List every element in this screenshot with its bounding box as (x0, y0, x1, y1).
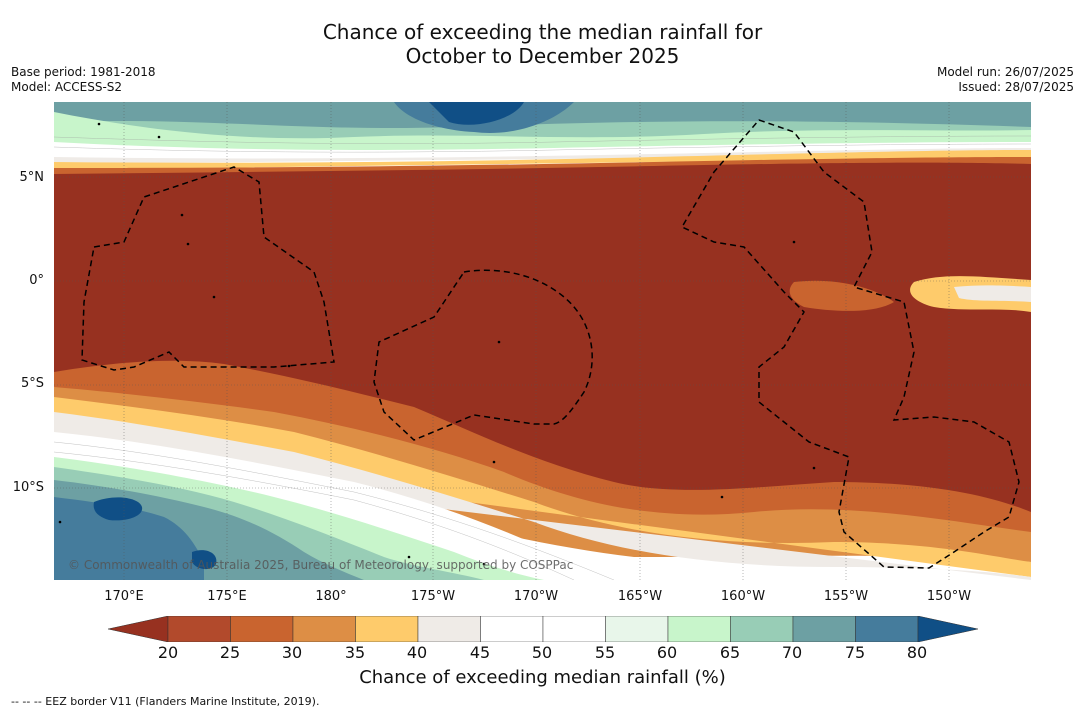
colorbar-cell (542, 616, 606, 642)
colorbar-cell (417, 616, 481, 642)
title-line-1: Chance of exceeding the median rainfall … (322, 20, 763, 44)
colorbar-cell (855, 616, 919, 642)
blob-south-navy-2 (192, 550, 217, 570)
cbar-tick: 30 (281, 643, 303, 662)
cbar-tick: 80 (906, 643, 928, 662)
lon-label-170e: 170°E (104, 589, 144, 604)
copyright-notice: © Commonwealth of Australia 2025, Bureau… (68, 558, 574, 572)
cbar-tick: 75 (844, 643, 866, 662)
issued-date: Issued: 28/07/2025 (958, 80, 1074, 94)
title-line-2: October to December 2025 (405, 44, 680, 68)
cbar-tick: 55 (594, 643, 616, 662)
cbar-tick: 45 (469, 643, 491, 662)
meta-right: Model run: 26/07/2025 Issued: 28/07/2025 (937, 65, 1074, 95)
lon-label-160w: 160°W (720, 589, 766, 604)
rainfall-map-svg (54, 102, 1031, 580)
cbar-tick: 25 (219, 643, 241, 662)
map-title: Chance of exceeding the median rainfall … (0, 20, 1085, 68)
colorbar-cell (730, 616, 794, 642)
lon-label-175e: 175°E (207, 589, 247, 604)
band-south-grey (54, 412, 1031, 580)
cbar-tick: 35 (344, 643, 366, 662)
band-south-light-orange (54, 387, 1031, 562)
base-period: Base period: 1981-2018 (11, 65, 156, 79)
lon-label-180: 180° (315, 589, 347, 604)
gridlines (54, 102, 1031, 580)
band-south-orange (54, 360, 1031, 542)
colorbar-extend-high (917, 616, 978, 642)
eez-borders (81, 119, 1020, 569)
colorbar-cells (108, 616, 978, 642)
cbar-tick: 65 (719, 643, 741, 662)
colorbar-cell (667, 616, 731, 642)
blob-east-grey (954, 285, 1031, 302)
lat-label-0: 0° (29, 273, 44, 288)
lon-label-165w: 165°W (617, 589, 663, 604)
lon-label-150w: 150°W (926, 589, 972, 604)
cbar-tick: 70 (781, 643, 803, 662)
colorbar (108, 616, 978, 642)
eez-footnote: -- -- -- EEZ border V11 (Flanders Marine… (11, 695, 320, 708)
cbar-tick: 50 (531, 643, 553, 662)
meta-left: Base period: 1981-2018 Model: ACCESS-S2 (11, 65, 156, 95)
rainfall-map (54, 102, 1031, 580)
colorbar-cell (480, 616, 544, 642)
band-south-yellow (54, 397, 1031, 577)
lon-label-155w: 155°W (823, 589, 869, 604)
colorbar-cell (355, 616, 419, 642)
blob-central-orange (789, 280, 894, 311)
band-north-yellow (54, 150, 1031, 170)
contour-lines (54, 135, 1031, 580)
colorbar-cell (167, 616, 231, 642)
lat-label-10s: 10°S (12, 480, 44, 495)
cbar-tick: 20 (157, 643, 179, 662)
lon-label-170w: 170°W (513, 589, 559, 604)
colorbar-label: Chance of exceeding median rainfall (%) (359, 667, 726, 688)
blob-south-navy-1 (93, 497, 143, 521)
cbar-tick: 40 (406, 643, 428, 662)
island-markers (58, 122, 816, 566)
colorbar-cell (605, 616, 669, 642)
lon-label-175w: 175°W (410, 589, 456, 604)
lat-label-5n: 5°N (19, 170, 45, 185)
band-south-dark (54, 497, 204, 580)
model-name: Model: ACCESS-S2 (11, 80, 123, 94)
colorbar-extend-low (108, 616, 169, 642)
band-north-grey (54, 148, 1031, 164)
model-run: Model run: 26/07/2025 (936, 65, 1074, 79)
lat-label-5s: 5°S (20, 376, 44, 391)
blob-north-navy (429, 102, 524, 125)
colorbar-cell (792, 616, 856, 642)
cbar-tick: 60 (656, 643, 678, 662)
colorbar-cell (292, 616, 356, 642)
colorbar-cell (230, 616, 294, 642)
